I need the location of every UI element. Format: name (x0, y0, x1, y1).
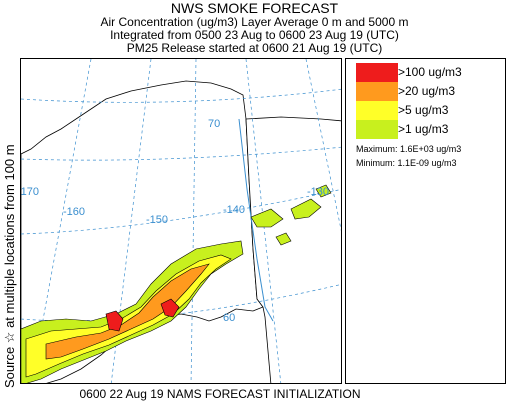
legend-item-20: >20 ug/m3 (356, 82, 501, 101)
smoke-map: -170 -160 -150 -140 -130 70 60 (20, 58, 342, 384)
lon-label-130: -130 (307, 186, 329, 198)
source-side-label-text: Source ☆ at multiple locations from 100 … (2, 144, 17, 388)
source-side-label: Source ☆ at multiple locations from 100 … (0, 58, 20, 388)
lat-label-60: 60 (223, 312, 235, 324)
legend-label: >5 ug/m3 (398, 103, 449, 117)
legend-swatch (356, 82, 398, 101)
lon-label-160: -160 (63, 206, 85, 218)
legend-panel: >100 ug/m3 >20 ug/m3 >5 ug/m3 >1 ug/m3 M… (345, 58, 506, 384)
legend-item-1: >1 ug/m3 (356, 120, 501, 139)
map-title: NWS SMOKE FORECAST (170, 0, 339, 16)
legend-label: >100 ug/m3 (398, 65, 462, 79)
release-start: PM25 Release started at 0600 21 Aug 19 (… (126, 41, 383, 55)
smoke-plume (21, 184, 332, 383)
legend-item-100: >100 ug/m3 (356, 63, 501, 82)
legend-swatch (356, 63, 398, 82)
lon-label-150: -150 (146, 214, 168, 226)
border-line (238, 118, 274, 322)
legend-swatch (356, 120, 398, 139)
legend-item-5: >5 ug/m3 (356, 101, 501, 120)
legend-label: >20 ug/m3 (398, 84, 456, 98)
maximum-value: Maximum: 1.6E+03 ug/m3 (356, 144, 462, 154)
forecast-initialization: 0600 22 Aug 19 NAMS FORECAST INITIALIZAT… (79, 387, 361, 401)
minimum-value: Minimum: 1.1E-09 ug/m3 (356, 158, 457, 168)
lat-label-70: 70 (208, 118, 220, 130)
concentration-subtitle: Air Concentration (ug/m3) Layer Average … (100, 15, 409, 29)
integration-period: Integrated from 0500 23 Aug to 0600 23 A… (110, 28, 399, 42)
lon-label-140: -140 (223, 204, 245, 216)
land-outline (21, 80, 341, 383)
lon-label-170: -170 (21, 186, 39, 198)
legend-swatch (356, 101, 398, 120)
legend-label: >1 ug/m3 (398, 122, 449, 136)
